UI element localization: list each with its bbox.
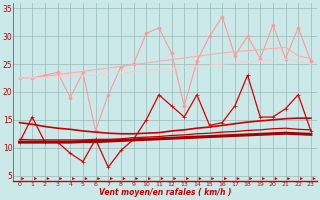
X-axis label: Vent moyen/en rafales ( km/h ): Vent moyen/en rafales ( km/h ) [99,188,231,197]
